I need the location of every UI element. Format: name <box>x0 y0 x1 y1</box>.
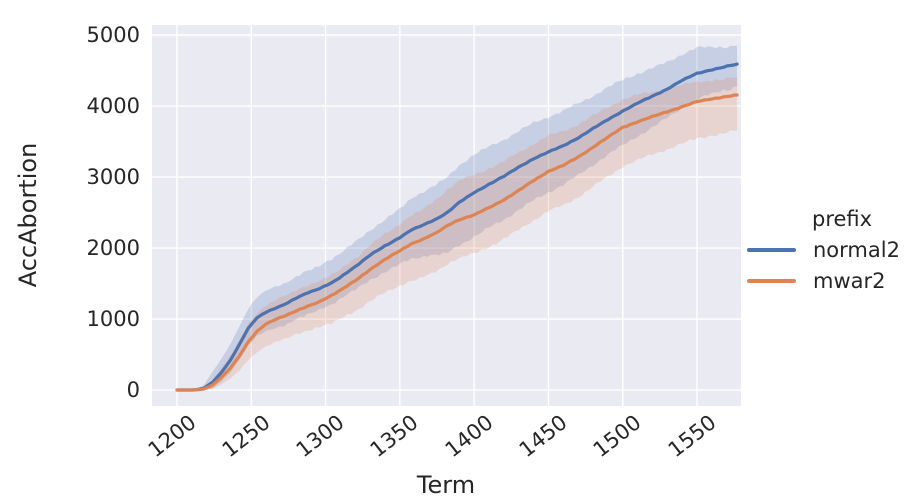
legend-item-mwar2: mwar2 <box>745 265 900 296</box>
legend-items: normal2 mwar2 <box>745 234 900 296</box>
legend-label: normal2 <box>813 237 900 262</box>
series-line-mwar2 <box>175 93 739 392</box>
legend-item-normal2: normal2 <box>745 234 900 265</box>
legend-label: mwar2 <box>813 268 886 293</box>
plot-area <box>152 25 741 406</box>
y-tick-label: 0 <box>126 378 140 403</box>
y-tick-label: 4000 <box>86 94 140 118</box>
y-tick-label: 5000 <box>86 23 140 47</box>
series-line-normal2 <box>175 62 739 392</box>
y-axis-label: AccAbortion <box>14 142 42 288</box>
y-tick-label: 1000 <box>86 307 140 332</box>
y-tick-label: 2000 <box>86 236 140 261</box>
confidence-band-mwar2 <box>177 77 738 390</box>
x-axis-label: Term <box>416 471 476 499</box>
legend-line-icon <box>747 247 796 252</box>
legend-title: prefix <box>812 207 873 231</box>
legend: prefix normal2 mwar2 <box>745 204 900 296</box>
y-tick-label: 3000 <box>86 165 140 190</box>
legend-line-icon <box>747 278 796 283</box>
